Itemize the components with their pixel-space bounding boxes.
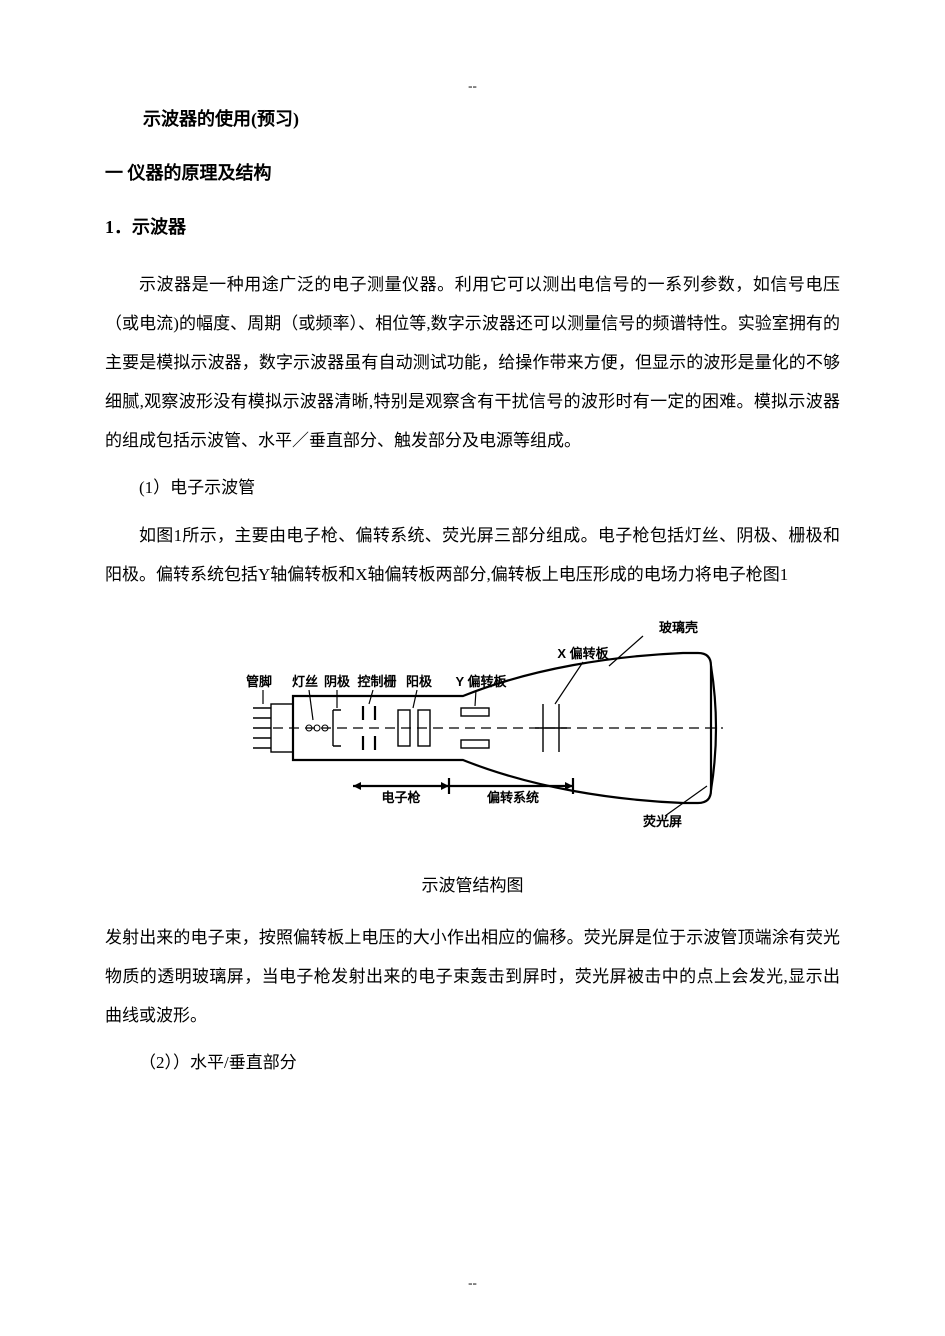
list-item-heading: （2））水平/垂直部分 xyxy=(105,1043,840,1082)
svg-text:X 偏转板: X 偏转板 xyxy=(557,646,609,661)
svg-text:荧光屏: 荧光屏 xyxy=(643,814,682,829)
svg-text:管脚: 管脚 xyxy=(245,674,271,689)
paragraph: 示波器是一种用途广泛的电子测量仪器。利用它可以测出电信号的一系列参数，如信号电压… xyxy=(105,265,840,460)
list-item-heading: (1）电子示波管 xyxy=(105,468,840,507)
svg-text:偏转系统: 偏转系统 xyxy=(486,790,538,805)
figure-caption: 示波管结构图 xyxy=(105,871,840,896)
paragraph: 如图1所示，主要由电子枪、偏转系统、荧光屏三部分组成。电子枪包括灯丝、阴极、栅极… xyxy=(105,516,840,594)
svg-text:玻璃壳: 玻璃壳 xyxy=(659,620,698,635)
section-heading: 一 仪器的原理及结构 xyxy=(105,159,840,185)
paragraph: 发射出来的电子束，按照偏转板上电压的大小作出相应的偏移。荧光屏是位于示波管顶端涂… xyxy=(105,918,840,1035)
svg-text:阴极: 阴极 xyxy=(323,674,350,689)
document-page: -- 示波器的使用(预习) 一 仪器的原理及结构 1．示波器 示波器是一种用途广… xyxy=(0,0,945,1336)
svg-text:电子枪: 电子枪 xyxy=(381,790,420,805)
svg-text:阳极: 阳极 xyxy=(405,674,432,689)
document-title: 示波器的使用(预习) xyxy=(143,105,840,131)
top-page-marker: -- xyxy=(0,78,945,94)
svg-text:Y 偏转板: Y 偏转板 xyxy=(455,674,507,689)
bottom-page-marker: -- xyxy=(0,1275,945,1291)
subsection-heading: 1．示波器 xyxy=(105,213,840,239)
crt-diagram: 玻璃壳 X 偏转板 Y 偏转板 管脚 灯丝阴极控制栅阳极电子枪 偏转系统荧光屏 xyxy=(105,608,840,843)
svg-text:控制栅: 控制栅 xyxy=(357,674,396,689)
svg-text:灯丝: 灯丝 xyxy=(291,674,317,689)
